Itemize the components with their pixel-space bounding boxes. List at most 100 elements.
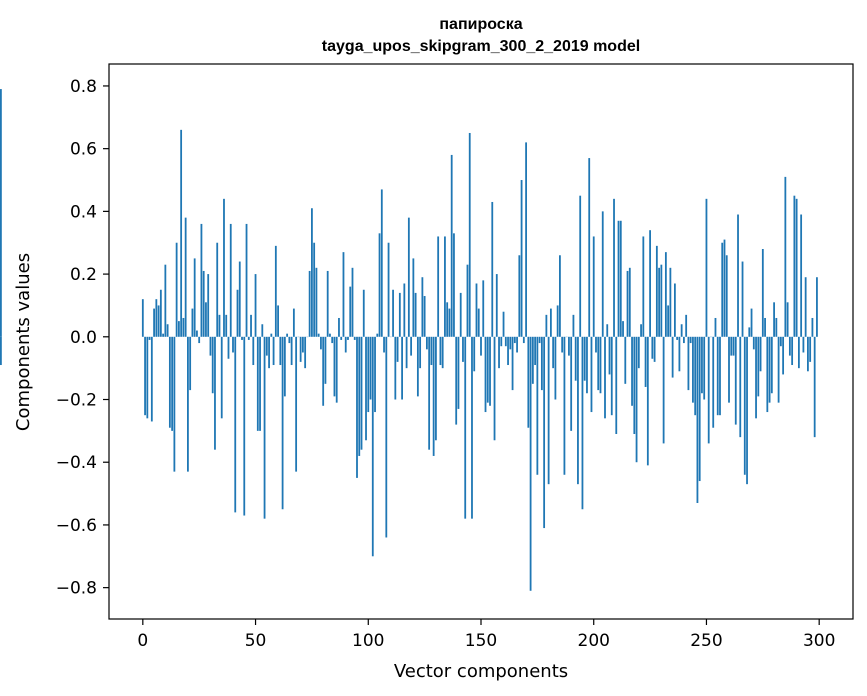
bar-179 (545, 314, 548, 337)
bar-299 (816, 277, 818, 337)
bar-75 (311, 208, 313, 337)
bar-298 (813, 336, 816, 438)
bar-233 (667, 305, 670, 337)
bar-40 (232, 336, 234, 353)
bar-293 (802, 336, 805, 353)
bar-269 (748, 327, 751, 337)
bar-68 (295, 336, 298, 472)
x-tick-label: 50 (245, 631, 267, 651)
bar-191 (572, 314, 575, 337)
bar-276 (764, 317, 766, 337)
bar-174 (534, 336, 537, 366)
bar-288 (791, 336, 794, 366)
bar-11 (166, 324, 169, 337)
bar-122 (416, 336, 419, 397)
bar-279 (770, 336, 773, 394)
bar-222 (642, 236, 645, 337)
bar-38 (227, 336, 230, 359)
bar-134 (444, 236, 446, 337)
bar-undefined (0, 336, 2, 366)
x-tick-label: 100 (352, 631, 384, 651)
bar-58 (272, 336, 275, 366)
bar-52 (259, 336, 261, 431)
bar-35 (220, 336, 223, 419)
bar-239 (680, 324, 683, 337)
bar-192 (574, 336, 577, 381)
bar-259 (725, 255, 728, 337)
bar-143 (464, 336, 467, 519)
bar-234 (669, 267, 672, 337)
bar-173 (531, 336, 534, 384)
bar-128 (430, 336, 433, 366)
bar-161 (504, 336, 507, 347)
bar-267 (743, 336, 746, 475)
bar-50 (254, 274, 257, 337)
bar-297 (811, 317, 814, 337)
bar-206 (606, 324, 609, 337)
bar-26 (200, 223, 203, 337)
y-tick-label: 0.0 (70, 328, 97, 348)
bar-224 (646, 336, 649, 466)
bar-102 (371, 336, 374, 557)
bar-220 (637, 336, 640, 369)
bar-42 (236, 289, 239, 337)
bar-165 (513, 336, 516, 344)
bar-212 (619, 220, 622, 337)
bar-108 (385, 336, 388, 538)
bar-116 (403, 283, 406, 337)
bar-23 (193, 258, 196, 337)
bar-210 (615, 336, 618, 434)
bar-46 (245, 223, 248, 337)
bar-148 (475, 283, 478, 337)
bar-137 (450, 154, 453, 337)
bar-236 (673, 283, 676, 337)
bar-187 (563, 336, 566, 475)
bar-33 (216, 242, 219, 337)
bar-135 (446, 302, 449, 337)
bar-225 (649, 230, 651, 337)
bar-258 (723, 239, 726, 337)
bar-62 (281, 336, 284, 510)
y-tick-label: 0.4 (70, 202, 97, 222)
bar-277 (766, 336, 769, 413)
bar-119 (410, 336, 413, 356)
x-tick-label: 300 (803, 631, 835, 651)
bar-228 (655, 245, 658, 337)
bar-37 (225, 314, 228, 337)
bar-54 (263, 336, 266, 519)
bar-82 (326, 270, 329, 337)
bar-264 (737, 214, 739, 337)
y-tick-label: −0.2 (56, 391, 97, 411)
bar-159 (500, 336, 503, 347)
bar-4 (150, 336, 153, 422)
bar-209 (613, 198, 615, 337)
x-tick-label: 150 (465, 631, 497, 651)
bar-115 (401, 336, 403, 400)
bar-167 (518, 255, 521, 337)
bar-63 (283, 336, 286, 397)
bar-183 (554, 336, 557, 400)
bar-90 (344, 336, 347, 353)
bar-24 (196, 330, 198, 337)
bar-244 (692, 336, 694, 403)
bar-67 (292, 308, 295, 337)
bar-197 (586, 336, 588, 394)
y-tick-label: −0.6 (56, 516, 97, 536)
bar-207 (608, 336, 611, 375)
bar-235 (671, 336, 674, 378)
bar-253 (712, 336, 715, 428)
bar-107 (383, 336, 385, 353)
bar-240 (683, 336, 685, 344)
x-axis-ticks: 0 50 100 150 200 250 300 (137, 619, 835, 651)
bar-22 (191, 308, 194, 337)
bar-126 (425, 336, 428, 350)
bar-100 (367, 336, 370, 413)
bar-290 (795, 198, 798, 337)
bar-223 (644, 336, 647, 387)
bar-246 (696, 336, 699, 503)
bar-230 (660, 264, 663, 337)
plot-frame (108, 63, 854, 620)
bar-272 (755, 336, 757, 419)
bar-278 (768, 336, 771, 403)
bar-295 (807, 336, 809, 372)
